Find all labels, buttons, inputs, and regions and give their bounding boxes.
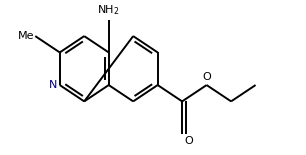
Text: NH$_2$: NH$_2$ xyxy=(97,4,120,18)
Text: Me: Me xyxy=(18,31,34,41)
Text: O: O xyxy=(184,136,193,146)
Text: N: N xyxy=(49,80,57,90)
Text: O: O xyxy=(202,72,211,82)
